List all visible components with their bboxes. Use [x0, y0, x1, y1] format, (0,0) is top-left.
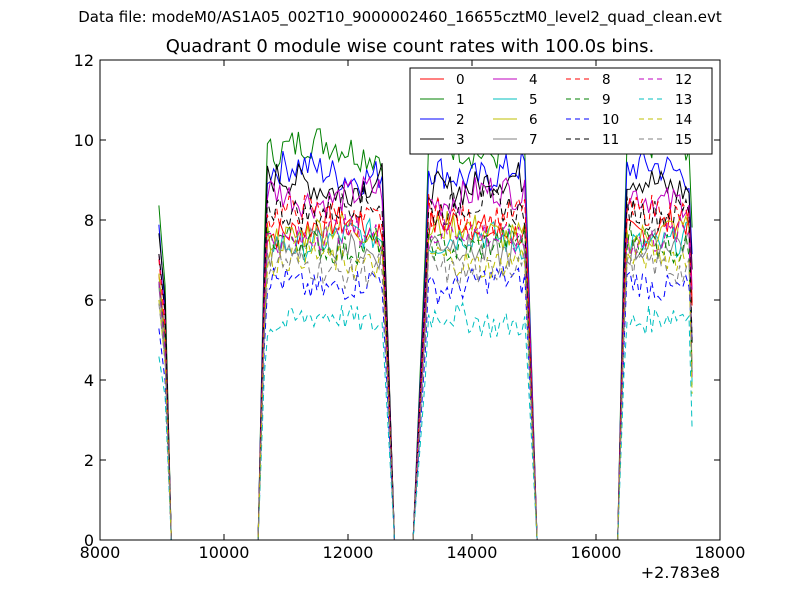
- legend-label-10: 10: [602, 112, 619, 128]
- legend-label-13: 13: [675, 92, 692, 108]
- y-tick-label: 2: [84, 451, 94, 470]
- series-layer: [158, 123, 693, 540]
- legend-label-4: 4: [529, 72, 538, 88]
- legend-label-0: 0: [456, 72, 465, 88]
- legend-label-5: 5: [529, 92, 538, 108]
- legend-label-2: 2: [456, 112, 465, 128]
- legend-label-8: 8: [602, 72, 611, 88]
- legend-label-1: 1: [456, 92, 465, 108]
- legend-label-14: 14: [675, 112, 692, 128]
- legend-label-11: 11: [602, 132, 619, 148]
- series-line-12: [158, 213, 693, 540]
- series-line-1: [158, 123, 693, 540]
- x-tick-label: 16000: [571, 543, 622, 562]
- series-line-5: [158, 217, 693, 540]
- legend-label-6: 6: [529, 112, 538, 128]
- series-line-14: [158, 238, 693, 540]
- x-tick-label: 8000: [80, 543, 121, 562]
- y-tick-label: 6: [84, 291, 94, 310]
- series-line-2: [158, 147, 693, 540]
- legend-box: [409, 67, 713, 155]
- y-tick-label: 12: [74, 51, 94, 70]
- y-tick-label: 0: [84, 531, 94, 550]
- series-line-11: [158, 185, 693, 540]
- x-tick-label: 14000: [447, 543, 498, 562]
- x-tick-label: 12000: [323, 543, 374, 562]
- legend-label-9: 9: [602, 92, 611, 108]
- series-line-8: [158, 194, 693, 540]
- series-line-3: [158, 162, 693, 540]
- x-offset-label: +2.783e8: [641, 563, 720, 582]
- legend-label-7: 7: [529, 132, 538, 148]
- series-line-9: [158, 223, 693, 540]
- series-line-0: [158, 205, 693, 540]
- series-line-10: [158, 266, 693, 540]
- legend-label-3: 3: [456, 132, 465, 148]
- series-line-13: [158, 301, 693, 540]
- legend-label-15: 15: [675, 132, 692, 148]
- x-tick-label: 18000: [695, 543, 746, 562]
- x-tick-label: 10000: [199, 543, 250, 562]
- y-tick-label: 10: [74, 131, 94, 150]
- y-tick-label: 4: [84, 371, 94, 390]
- figure-suptitle: Data file: modeM0/AS1A05_002T10_90000024…: [78, 8, 722, 26]
- chart-title: Quadrant 0 module wise count rates with …: [165, 36, 655, 57]
- series-line-15: [158, 245, 693, 540]
- y-tick-label: 8: [84, 211, 94, 230]
- legend-label-12: 12: [675, 72, 692, 88]
